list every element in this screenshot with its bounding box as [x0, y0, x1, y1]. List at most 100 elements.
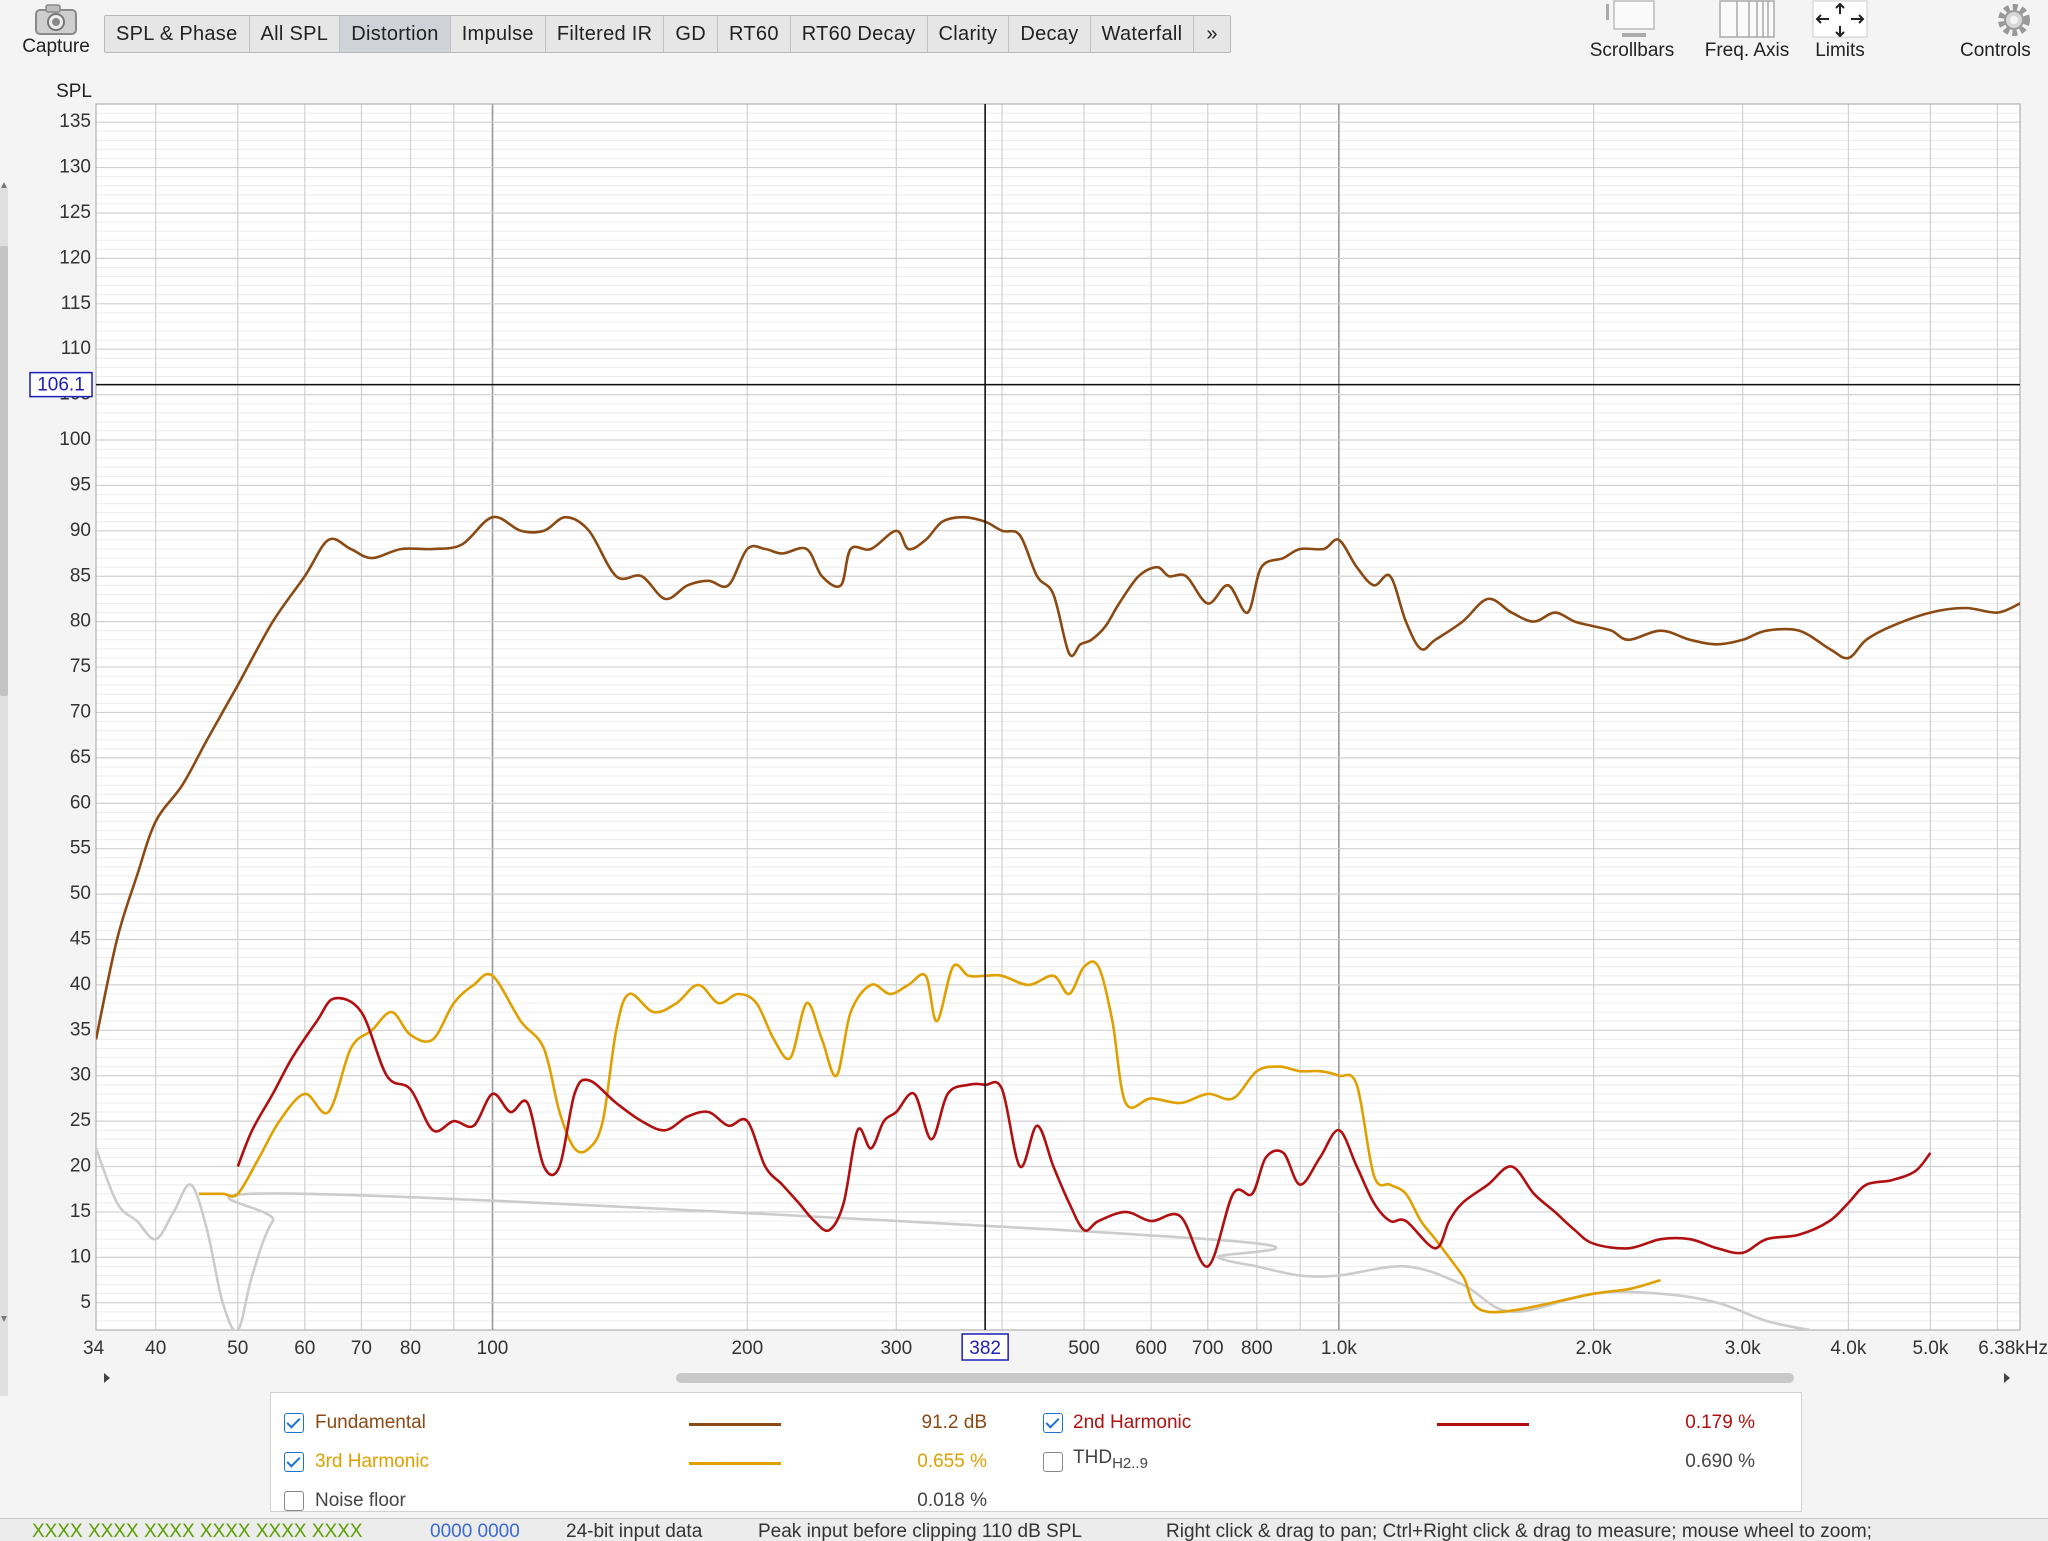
tab-rt60[interactable]: RT60	[718, 16, 791, 52]
h2-line-swatch	[1437, 1423, 1529, 1426]
x-tick-label: 6.38kHz	[1978, 1338, 2048, 1359]
y-tick-label: 55	[70, 838, 91, 859]
x-tick-label: 600	[1135, 1338, 1167, 1359]
freq-axis-button[interactable]: Freq. Axis	[1692, 0, 1802, 62]
x-tick-label: 50	[227, 1338, 248, 1359]
thd-value: 0.690 %	[1685, 1451, 1755, 1472]
series-line-3rd-harmonic	[199, 960, 1661, 1314]
y-scroll-up-arrow-icon[interactable]	[1, 182, 7, 188]
scrollbars-button[interactable]: Scrollbars	[1576, 0, 1688, 62]
x-tick-label: 300	[880, 1338, 912, 1359]
x-tick-label: 1.0k	[1321, 1338, 1357, 1359]
toolbar: Capture SPL & Phase All SPL Distortion I…	[0, 0, 2048, 76]
tab-impulse[interactable]: Impulse	[451, 16, 546, 52]
cursor-x-readout: 382	[969, 1338, 1001, 1359]
freq-axis-icon	[1719, 0, 1775, 38]
y-tick-label: 120	[59, 247, 91, 268]
y-tick-label: 50	[70, 883, 91, 904]
cursor-y-readout: 106.1	[37, 375, 85, 396]
scroll-right-arrow-icon[interactable]	[2004, 1373, 2010, 1383]
plot-background[interactable]	[96, 104, 2020, 1330]
h2-label: 2nd Harmonic	[1073, 1412, 1192, 1433]
fundamental-line-swatch	[689, 1423, 781, 1426]
cursor-y-readout-box	[29, 371, 93, 398]
x-tick-label: 80	[400, 1338, 421, 1359]
tab-spl-phase[interactable]: SPL & Phase	[105, 16, 250, 52]
tab-filtered-ir[interactable]: Filtered IR	[546, 16, 665, 52]
legend-row-noise-floor: Noise floor 0.018 %	[271, 1486, 1031, 1516]
scrollbar-thumb[interactable]	[676, 1373, 1794, 1383]
y-tick-label: 130	[59, 157, 91, 178]
legend-row-thd: THDH2..9 0.690 %	[1031, 1447, 1791, 1477]
h3-checkbox[interactable]	[284, 1452, 304, 1472]
y-tick-label: 115	[61, 293, 91, 314]
y-tick-label: 45	[70, 929, 91, 950]
tab-clarity[interactable]: Clarity	[928, 16, 1010, 52]
legend-panel: Fundamental 91.2 dB 2nd Harmonic 0.179 %…	[270, 1392, 1802, 1512]
x-tick-label: 3.0k	[1725, 1338, 1761, 1359]
series-line-fundamental	[96, 515, 2020, 1040]
cursor-x-readout-box	[961, 1333, 1009, 1361]
thd-label: THDH2..9	[1073, 1447, 1148, 1472]
horizontal-scrollbar[interactable]	[98, 1366, 2018, 1390]
h2-checkbox[interactable]	[1043, 1413, 1063, 1433]
status-levels-blue: 0000 0000	[430, 1521, 520, 1541]
thd-checkbox[interactable]	[1043, 1452, 1063, 1472]
capture-label: Capture	[22, 36, 90, 57]
y-tick-label: 85	[70, 565, 91, 586]
chart-area[interactable]: SPL 5 10 15 20 25 30 35 40 45 50 55 60 65 70 75 80 85 90 9…	[0, 76, 2048, 1398]
thd-label-text: THD	[1073, 1447, 1113, 1468]
y-tick-label: 35	[70, 1019, 91, 1040]
scrollbars-icon	[1606, 0, 1655, 37]
y-tick-label: 25	[70, 1110, 91, 1131]
tab-waterfall[interactable]: Waterfall	[1091, 16, 1195, 52]
status-input-format: 24-bit input data	[566, 1521, 703, 1541]
noise-floor-value: 0.018 %	[917, 1490, 987, 1511]
y-tick-label: 5	[80, 1292, 91, 1313]
h3-value: 0.655 %	[917, 1451, 987, 1472]
x-tick-label: 60	[294, 1338, 315, 1359]
controls-button[interactable]: Controls	[1960, 0, 2048, 62]
controls-label: Controls	[1960, 40, 2031, 61]
scroll-left-arrow-icon[interactable]	[104, 1373, 110, 1383]
h3-line-swatch	[689, 1462, 781, 1465]
more-tabs-button[interactable]: »	[1206, 23, 1218, 45]
scrollbars-label: Scrollbars	[1589, 40, 1675, 61]
legend-row-3rd-harmonic: 3rd Harmonic 0.655 %	[271, 1447, 1031, 1477]
tab-distortion[interactable]: Distortion	[340, 16, 451, 52]
x-tick-label: 70	[351, 1338, 372, 1359]
x-tick-label: 800	[1241, 1338, 1273, 1359]
y-tick-label: 65	[70, 747, 91, 768]
fundamental-checkbox[interactable]	[284, 1413, 304, 1433]
status-hint: Right click & drag to pan; Ctrl+Right cl…	[1166, 1521, 1872, 1541]
tab-rt60-decay[interactable]: RT60 Decay	[791, 16, 928, 52]
y-scroll-down-arrow-icon[interactable]	[1, 1316, 7, 1322]
y-tick-label: 80	[70, 611, 91, 632]
noise-floor-checkbox[interactable]	[284, 1491, 304, 1511]
fundamental-value: 91.2 dB	[921, 1412, 988, 1433]
x-tick-label: 700	[1192, 1338, 1224, 1359]
tab-decay[interactable]: Decay	[1009, 16, 1091, 52]
distortion-chart[interactable]: SPL 5 10 15 20 25 30 35 40 45 50 55 60 65 70 75 80 85 90 9…	[0, 76, 2048, 1398]
y-tick-label: 60	[70, 792, 91, 813]
status-levels: XXXX XXXX XXXX XXXX XXXX XXXX	[32, 1521, 363, 1541]
limits-arrows-icon	[1812, 0, 1868, 38]
tab-gd[interactable]: GD	[664, 16, 718, 52]
limits-button[interactable]: Limits	[1800, 0, 1880, 62]
capture-button[interactable]: Capture	[12, 2, 100, 58]
y-tick-label: 100	[59, 429, 91, 450]
freq-axis-label: Freq. Axis	[1704, 40, 1790, 61]
status-bar: XXXX XXXX XXXX XXXX XXXX XXXX 0000 0000 …	[0, 1518, 2048, 1541]
y-tick-label: 15	[70, 1201, 91, 1222]
camera-icon	[35, 4, 77, 35]
plot-frame	[95, 103, 2021, 1331]
x-tick-label: 100	[477, 1338, 509, 1359]
y-tick-label: 95	[70, 474, 91, 495]
series-line-2nd-harmonic	[236, 996, 1932, 1268]
x-tick-label: 40	[145, 1338, 166, 1359]
tab-all-spl[interactable]: All SPL	[250, 16, 341, 52]
gear-icon	[1998, 4, 2030, 36]
x-tick-label: 34	[83, 1338, 105, 1359]
y-tick-label: 30	[70, 1065, 91, 1086]
limits-label: Limits	[1815, 40, 1865, 61]
